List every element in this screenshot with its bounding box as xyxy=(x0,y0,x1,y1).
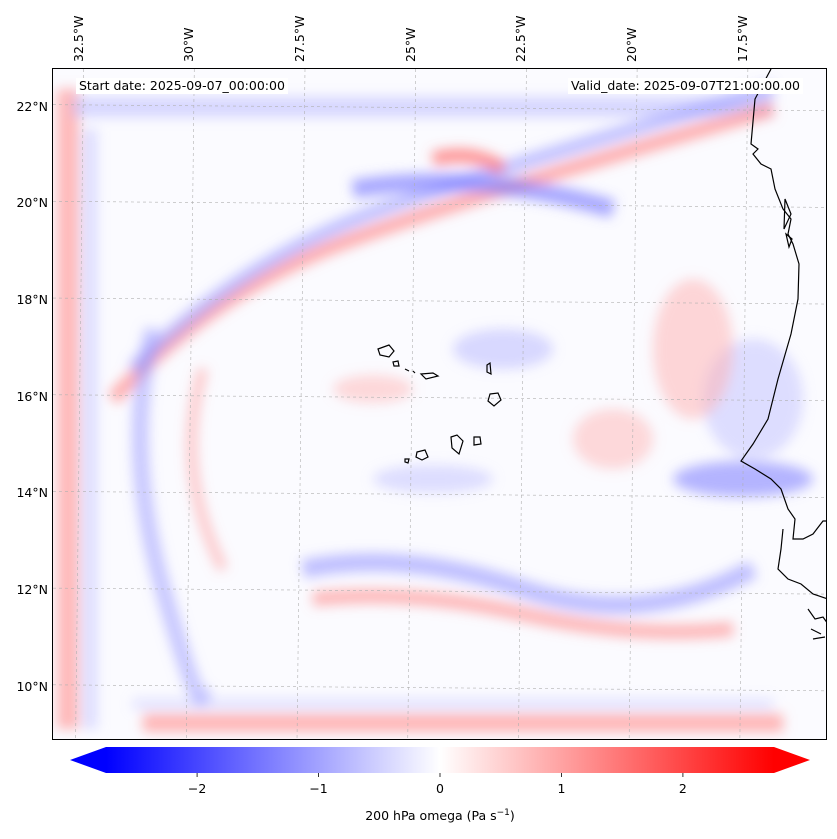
positive-omega-patch-1 xyxy=(333,375,413,403)
latitude-label: 18°N xyxy=(16,292,48,308)
positive-omega-arc-1 xyxy=(107,102,775,404)
meridian-line xyxy=(628,69,638,739)
negative-omega-core-north xyxy=(351,173,616,218)
valid-date-label: Valid_date: 2025-09-07T21:00:00.00 xyxy=(567,78,803,94)
positive-omega-band-west xyxy=(57,89,79,729)
latitude-label: 16°N xyxy=(16,388,48,404)
latitude-label: 20°N xyxy=(16,195,48,211)
colorbar-gradient xyxy=(106,747,774,773)
colorbar-tick-label: −2 xyxy=(187,781,207,796)
positive-omega-curve-west xyxy=(186,367,228,572)
latitude-label: 14°N xyxy=(16,485,48,501)
colorbar-label: 200 hPa omega (Pa s−1) xyxy=(365,808,515,824)
island-sal xyxy=(486,361,492,376)
negative-omega-band-north xyxy=(73,97,773,117)
colorbar-tick-label: 1 xyxy=(557,781,566,796)
colorbar-extend-min-arrow xyxy=(70,747,106,773)
island-sao-vicente xyxy=(392,360,400,367)
latitude-label: 22°N xyxy=(16,98,48,114)
coastline xyxy=(377,69,826,640)
island-santa-luzia xyxy=(404,368,416,374)
negative-omega-patch-1 xyxy=(453,329,553,369)
latitude-label: 10°N xyxy=(16,678,48,694)
positive-omega-band-central-south xyxy=(312,589,734,639)
island-maio xyxy=(473,436,482,446)
meridian-line xyxy=(518,69,527,739)
bijagos-islands xyxy=(807,608,826,640)
negative-omega-arc-1 xyxy=(128,82,775,374)
colorbar xyxy=(70,747,810,777)
guinea-coastline xyxy=(777,528,826,599)
meridian-line xyxy=(186,69,195,739)
positive-omega-area-east xyxy=(653,279,733,419)
longitude-label: 20°W xyxy=(624,27,640,62)
meridian-line xyxy=(407,69,417,739)
canary-coast-detail xyxy=(783,198,793,250)
positive-omega-patch-2 xyxy=(573,409,653,469)
positive-omega-core-north xyxy=(431,148,507,175)
island-santiago xyxy=(450,434,464,456)
latitude-label: 12°N xyxy=(16,582,48,598)
negative-omega-band-west xyxy=(83,129,97,729)
negative-omega-patch-2 xyxy=(373,465,493,493)
longitude-label: 32.5°W xyxy=(70,15,86,62)
island-brava xyxy=(404,458,410,464)
positive-omega-band-south xyxy=(143,714,783,732)
island-sao-nicolau xyxy=(419,372,440,380)
longitude-label: 27.5°W xyxy=(292,15,307,62)
meridian-line xyxy=(739,69,749,739)
meridian-line xyxy=(75,69,84,739)
negative-omega-band-central-south xyxy=(301,553,758,614)
longitude-label: 22.5°W xyxy=(513,15,529,62)
longitude-label: 17.5°W xyxy=(734,15,750,62)
longitude-label: 25°W xyxy=(402,27,418,62)
africa-coastline xyxy=(740,69,826,540)
longitude-label: 30°W xyxy=(181,27,197,62)
meridian-line xyxy=(296,69,306,739)
negative-omega-band-south xyxy=(133,699,773,709)
map-panel[interactable] xyxy=(52,68,827,740)
colorbar-tick-label: 0 xyxy=(436,781,444,796)
island-santo-antao xyxy=(377,344,395,358)
omega-field-map xyxy=(53,69,826,739)
graticule xyxy=(53,69,826,739)
island-boa-vista xyxy=(487,392,502,407)
colorbar-tick-label: 2 xyxy=(678,781,687,796)
colorbar-extend-max-arrow xyxy=(774,747,810,773)
island-fogo xyxy=(415,449,429,461)
start-date-label: Start date: 2025-09-07_00:00:00 xyxy=(76,78,288,94)
negative-omega-curve-west xyxy=(132,327,211,706)
colorbar-tick-label: −1 xyxy=(309,781,328,796)
